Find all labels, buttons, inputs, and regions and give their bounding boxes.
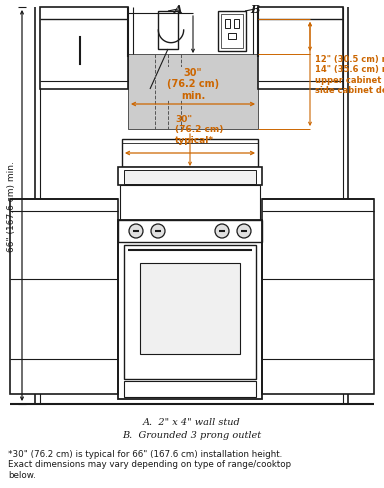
Bar bbox=[158, 12, 178, 50]
Bar bbox=[262, 200, 374, 394]
Bar bbox=[124, 381, 256, 397]
Bar bbox=[10, 200, 118, 394]
Circle shape bbox=[129, 224, 143, 239]
Bar bbox=[40, 8, 128, 90]
Bar bbox=[258, 8, 343, 90]
Bar bbox=[122, 140, 258, 168]
Bar bbox=[124, 171, 256, 184]
Bar bbox=[234, 20, 239, 29]
Bar bbox=[118, 168, 262, 185]
Text: A: A bbox=[174, 4, 182, 15]
Circle shape bbox=[151, 224, 165, 239]
Bar bbox=[218, 12, 246, 52]
Circle shape bbox=[215, 224, 229, 239]
Bar bbox=[228, 34, 236, 40]
Bar bbox=[120, 185, 260, 221]
Text: B.  Grounded 3 prong outlet: B. Grounded 3 prong outlet bbox=[122, 430, 262, 439]
Text: 12" (30.5 cm) min.
14" (35.6 cm) max.
upper cabinet and
side cabinet depth: 12" (30.5 cm) min. 14" (35.6 cm) max. up… bbox=[315, 55, 384, 95]
Bar bbox=[118, 221, 262, 399]
Text: A.  2" x 4" wall stud: A. 2" x 4" wall stud bbox=[143, 417, 241, 426]
Text: 66" (167.6 cm) min.: 66" (167.6 cm) min. bbox=[7, 161, 16, 251]
Text: 30"
(76.2 cm)
typical*: 30" (76.2 cm) typical* bbox=[175, 115, 223, 144]
Circle shape bbox=[237, 224, 251, 239]
Text: *30" (76.2 cm) is typical for 66" (167.6 cm) installation height.
Exact dimensio: *30" (76.2 cm) is typical for 66" (167.6… bbox=[8, 449, 291, 479]
Bar bbox=[225, 20, 230, 29]
Bar bbox=[124, 245, 256, 379]
Bar bbox=[140, 264, 240, 354]
Text: 30"
(76.2 cm)
min.: 30" (76.2 cm) min. bbox=[167, 68, 219, 101]
Bar bbox=[118, 221, 262, 243]
Text: B: B bbox=[250, 4, 260, 15]
Bar bbox=[221, 15, 243, 49]
Bar bbox=[128, 55, 258, 130]
